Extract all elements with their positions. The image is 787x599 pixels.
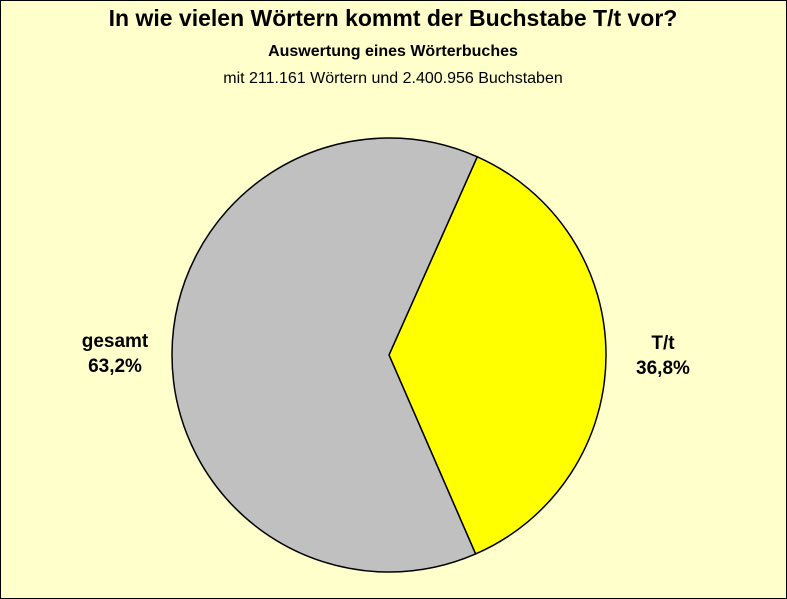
- slice-value-label: 63,2%: [88, 356, 142, 377]
- pie-slice: [388, 155, 607, 555]
- slice-value-label: 36,8%: [636, 358, 690, 379]
- pie-slice: [171, 137, 479, 573]
- chart-title: In wie vielen Wörtern kommt der Buchstab…: [109, 5, 678, 31]
- chart-description: mit 211.161 Wörtern und 2.400.956 Buchst…: [223, 70, 562, 87]
- slice-label: T/t: [651, 333, 675, 354]
- slice-label: gesamt: [82, 331, 149, 352]
- chart-subtitle: Auswertung eines Wörterbuches: [268, 43, 518, 60]
